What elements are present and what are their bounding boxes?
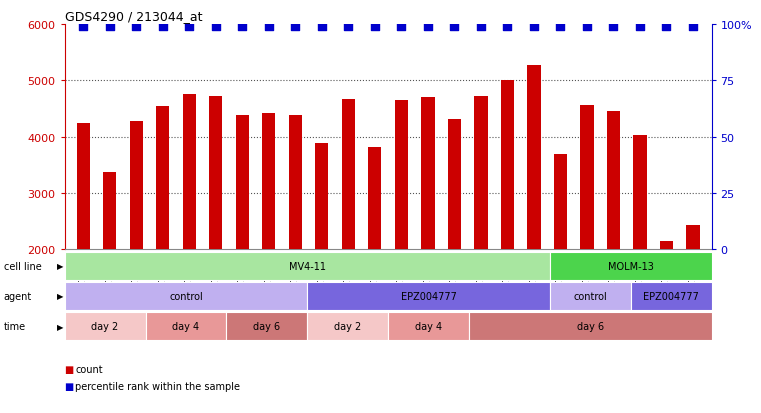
Text: control: control <box>573 291 607 301</box>
Bar <box>342 100 355 250</box>
Bar <box>156 107 170 250</box>
Point <box>501 24 514 30</box>
Point <box>103 24 116 30</box>
Point <box>210 24 222 30</box>
Bar <box>288 115 302 250</box>
Bar <box>77 123 90 250</box>
Point <box>395 24 407 30</box>
Point <box>634 24 646 30</box>
Bar <box>554 154 567 250</box>
Text: ■: ■ <box>65 364 77 374</box>
Point <box>130 24 142 30</box>
Text: day 4: day 4 <box>173 321 199 331</box>
Bar <box>263 114 275 250</box>
Bar <box>581 105 594 250</box>
Text: ▶: ▶ <box>57 292 64 301</box>
Text: day 6: day 6 <box>253 321 280 331</box>
Bar <box>660 242 673 250</box>
Point <box>661 24 673 30</box>
Point <box>554 24 566 30</box>
Text: day 2: day 2 <box>91 321 119 331</box>
Bar <box>686 225 699 250</box>
Text: agent: agent <box>4 291 32 301</box>
Text: control: control <box>169 291 203 301</box>
Text: time: time <box>4 321 26 331</box>
Text: ■: ■ <box>65 381 77 391</box>
Point <box>475 24 487 30</box>
Point <box>157 24 169 30</box>
Point <box>263 24 275 30</box>
Point <box>581 24 593 30</box>
Point <box>342 24 355 30</box>
Text: cell line: cell line <box>4 261 42 271</box>
Text: ▶: ▶ <box>57 322 64 331</box>
Point <box>183 24 196 30</box>
Point <box>448 24 460 30</box>
Bar <box>183 95 196 250</box>
Bar <box>236 116 249 250</box>
Point <box>77 24 89 30</box>
Bar <box>395 101 408 250</box>
Text: MV4-11: MV4-11 <box>288 261 326 271</box>
Text: ▶: ▶ <box>57 261 64 271</box>
Bar <box>527 66 540 250</box>
Text: day 6: day 6 <box>577 321 603 331</box>
Bar <box>315 144 329 250</box>
Bar <box>633 135 647 250</box>
Bar <box>501 81 514 250</box>
Text: count: count <box>75 364 103 374</box>
Text: EPZ004777: EPZ004777 <box>400 291 457 301</box>
Text: percentile rank within the sample: percentile rank within the sample <box>75 381 240 391</box>
Text: day 2: day 2 <box>334 321 361 331</box>
Point <box>422 24 434 30</box>
Point <box>289 24 301 30</box>
Bar <box>129 121 143 250</box>
Point <box>607 24 619 30</box>
Point <box>687 24 699 30</box>
Bar <box>368 147 381 250</box>
Text: day 4: day 4 <box>415 321 442 331</box>
Text: GDS4290 / 213044_at: GDS4290 / 213044_at <box>65 10 202 23</box>
Bar <box>103 172 116 250</box>
Bar <box>607 112 620 250</box>
Text: EPZ004777: EPZ004777 <box>643 291 699 301</box>
Bar <box>209 97 222 250</box>
Point <box>316 24 328 30</box>
Bar <box>474 97 488 250</box>
Point <box>236 24 248 30</box>
Point <box>528 24 540 30</box>
Point <box>369 24 381 30</box>
Bar <box>447 119 461 250</box>
Bar <box>422 97 435 250</box>
Text: MOLM-13: MOLM-13 <box>608 261 654 271</box>
